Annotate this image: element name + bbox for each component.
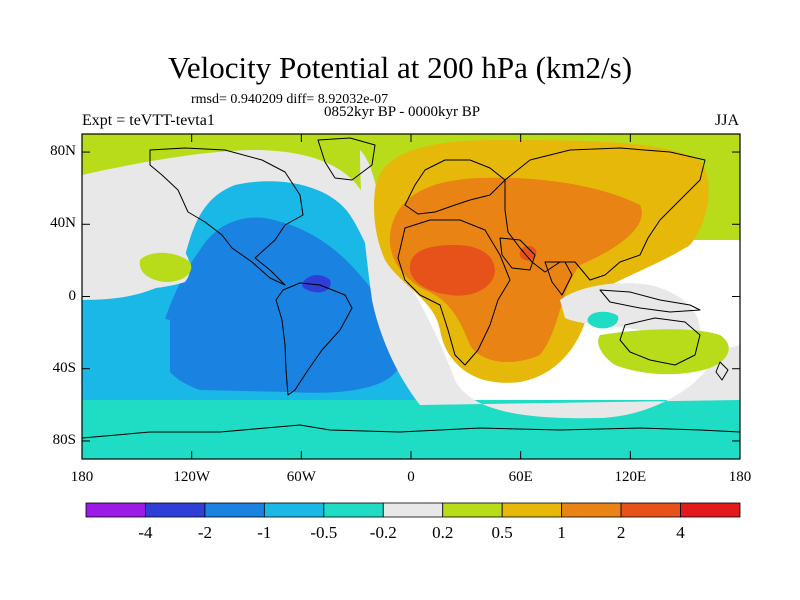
coast-south-america (275, 282, 353, 396)
x-tick-label: 60W (286, 469, 316, 485)
coast-maritime-se-asia (599, 289, 701, 313)
colorbar-swatch (382, 502, 444, 518)
colorbar-label: -2 (197, 523, 212, 542)
coast-australia (619, 317, 701, 366)
region-amazon-minimum (302, 274, 331, 293)
stats-text: rmsd= 0.940209 diff= 8.92032e-07 (191, 92, 389, 107)
coast-greenland (317, 137, 376, 181)
coastlines (82, 137, 740, 439)
y-tick-label: 80N (50, 143, 76, 160)
region-west-pacific-positive (139, 252, 192, 282)
chart-title: Velocity Potential at 200 hPa (km2/s) (167, 50, 633, 85)
colorbar-label: 4 (676, 523, 685, 542)
y-tick-label: 80S (52, 431, 76, 448)
coast-north-america (149, 147, 304, 286)
colorbar-swatch (323, 502, 384, 518)
colorbar-label: 0.2 (432, 523, 454, 542)
coast-antarctica (82, 424, 740, 439)
x-tick-label: 120E (614, 469, 647, 485)
region-africa-asia-high (389, 177, 642, 363)
axis-ticks (81, 134, 741, 459)
region-south-pacific-negative (82, 314, 170, 400)
colorbar-label: -4 (138, 523, 153, 542)
coast-asia (504, 147, 706, 281)
experiment-label: Expt = teVTT-tevta1 (82, 112, 215, 129)
coast-india (544, 261, 573, 296)
y-tick-label: 40S (52, 359, 76, 376)
x-tick-label: 60E (508, 469, 533, 485)
colorbar-label: -0.2 (369, 523, 397, 542)
region-atlantic-neutral-band (360, 150, 740, 419)
x-tick-label: 0 (407, 469, 415, 485)
y-tick-label: 40N (50, 215, 76, 232)
y-tick-label: 0 (68, 287, 77, 304)
x-tick-label: 120W (173, 469, 210, 485)
x-tick-label: 180 (70, 469, 94, 485)
region-australia-positive (598, 329, 729, 375)
colorbar-swatch (561, 502, 622, 518)
colorbar-swatch (85, 502, 146, 518)
colorbar-label: -0.5 (310, 523, 338, 542)
colorbar-label: 1 (557, 523, 566, 542)
coast-new-zealand (715, 361, 729, 381)
coast-africa (397, 219, 511, 366)
coast-arabia (499, 237, 536, 271)
colorbar (85, 502, 741, 518)
colorbar-swatch (145, 502, 206, 518)
region-tibet-maximum (519, 246, 537, 261)
region-sahara-maximum (409, 245, 495, 296)
colorbar-label: -1 (257, 523, 272, 542)
colorbar-swatch (442, 502, 503, 518)
region-antarctic-band (82, 430, 740, 459)
colorbar-swatch (680, 502, 741, 518)
colorbar-swatch (501, 502, 563, 518)
period-label: 0852kyr BP - 0000kyr BP (324, 104, 481, 120)
x-tick-label: 180 (728, 469, 752, 485)
colorbar-label: 2 (616, 523, 626, 542)
colorbar-swatch (263, 502, 325, 518)
contour-field (82, 134, 740, 459)
colorbar-swatch (204, 502, 265, 518)
colorbar-label: 0.5 (491, 523, 513, 542)
colorbar-swatch (620, 502, 681, 518)
season-label: JJA (715, 112, 740, 129)
region-indian-ocean-small-minimum (587, 311, 619, 329)
region-south-america-core-negative (159, 217, 403, 393)
